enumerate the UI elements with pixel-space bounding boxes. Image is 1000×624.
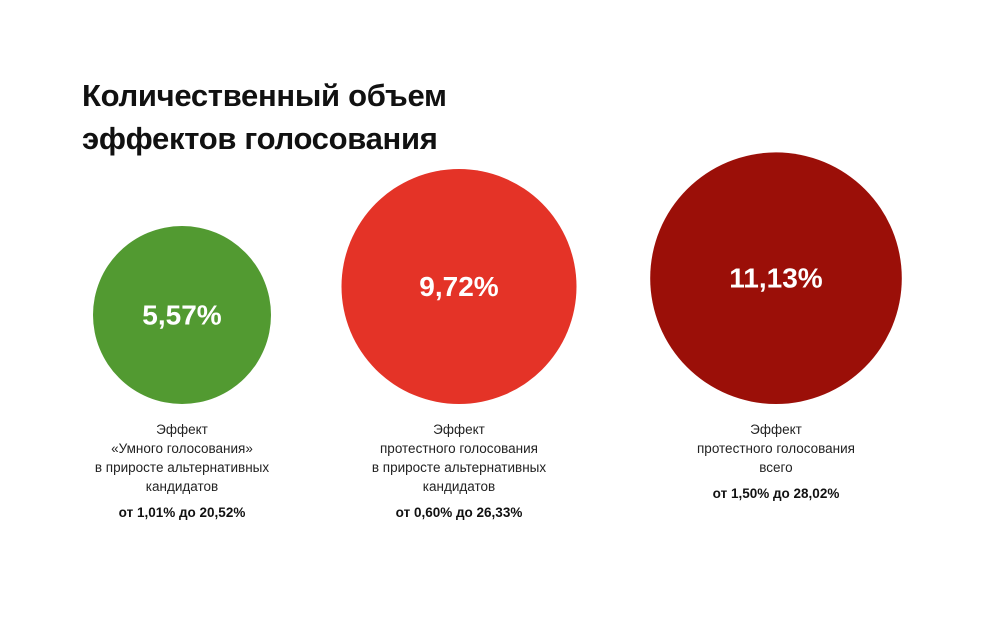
bubble-value-label-3: 11,13% (729, 263, 823, 294)
caption-line: Эффект (433, 422, 485, 437)
caption-protest-alternative: Эффект протестного голосования в прирост… (329, 420, 589, 522)
caption-protest-total: Эффект протестного голосования всего от … (646, 420, 906, 503)
caption-line: в приросте альтернативных (371, 460, 547, 475)
caption-line: кандидатов (145, 479, 219, 494)
range-label: от 1,50% до 28,02% (712, 486, 840, 501)
caption-line: Эффект (750, 422, 802, 437)
caption-line: Эффект (156, 422, 208, 437)
caption-line: протестного голосования (697, 441, 855, 456)
caption-line: «Умного голосования» (111, 441, 253, 456)
bubble-2 (341, 169, 577, 404)
bubble-1 (93, 226, 271, 404)
caption-line: протестного голосования (380, 441, 538, 456)
bubble-value-label-1: 5,57% (142, 300, 221, 331)
caption-line: всего (759, 460, 793, 475)
bubble-value-label-2: 9,72% (419, 271, 498, 302)
caption-line: в приросте альтернативных (94, 460, 270, 475)
chart-title-line-1: Количественный объем (82, 78, 447, 113)
chart-title-line-2: эффектов голосования (82, 121, 438, 156)
bubble-3 (650, 152, 902, 404)
range-label: от 1,01% до 20,52% (118, 505, 246, 520)
chart-title: Количественный объем эффектов голосовани… (82, 74, 447, 160)
range-label: от 0,60% до 26,33% (395, 505, 523, 520)
caption-smart-voting: Эффект «Умного голосования» в приросте а… (52, 420, 312, 522)
caption-line: кандидатов (422, 479, 496, 494)
